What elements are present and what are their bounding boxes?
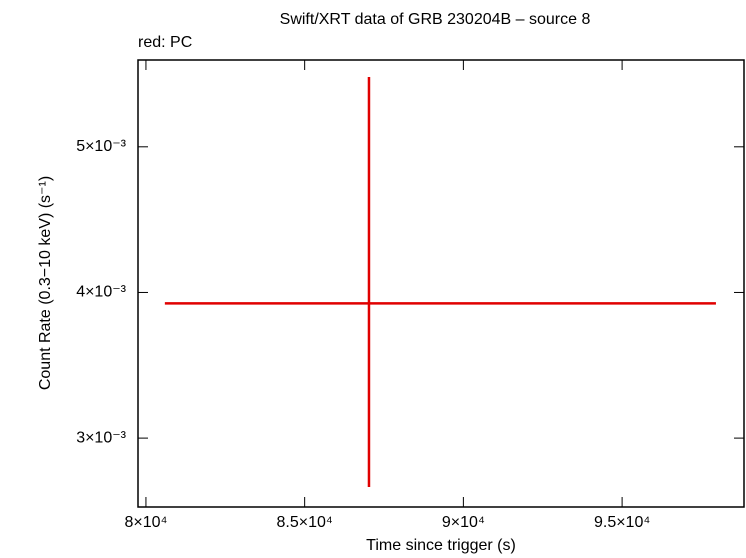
- x-tick-label: 9.5×10⁴: [594, 514, 650, 531]
- chart-subtitle: red: PC: [138, 34, 192, 51]
- y-tick-label: 3×10⁻³: [76, 429, 126, 446]
- x-tick-label: 8×10⁴: [124, 514, 167, 531]
- chart-title: Swift/XRT data of GRB 230204B – source 8: [280, 11, 591, 28]
- x-tick-label: 8.5×10⁴: [277, 514, 333, 531]
- y-tick-label: 5×10⁻³: [76, 138, 126, 155]
- x-axis-label: Time since trigger (s): [366, 537, 516, 554]
- x-tick-label: 9×10⁴: [442, 514, 485, 531]
- y-axis-label: Count Rate (0.3−10 keV) (s⁻¹): [37, 176, 54, 390]
- y-tick-label: 4×10⁻³: [76, 284, 126, 301]
- plot-frame: [137, 59, 745, 508]
